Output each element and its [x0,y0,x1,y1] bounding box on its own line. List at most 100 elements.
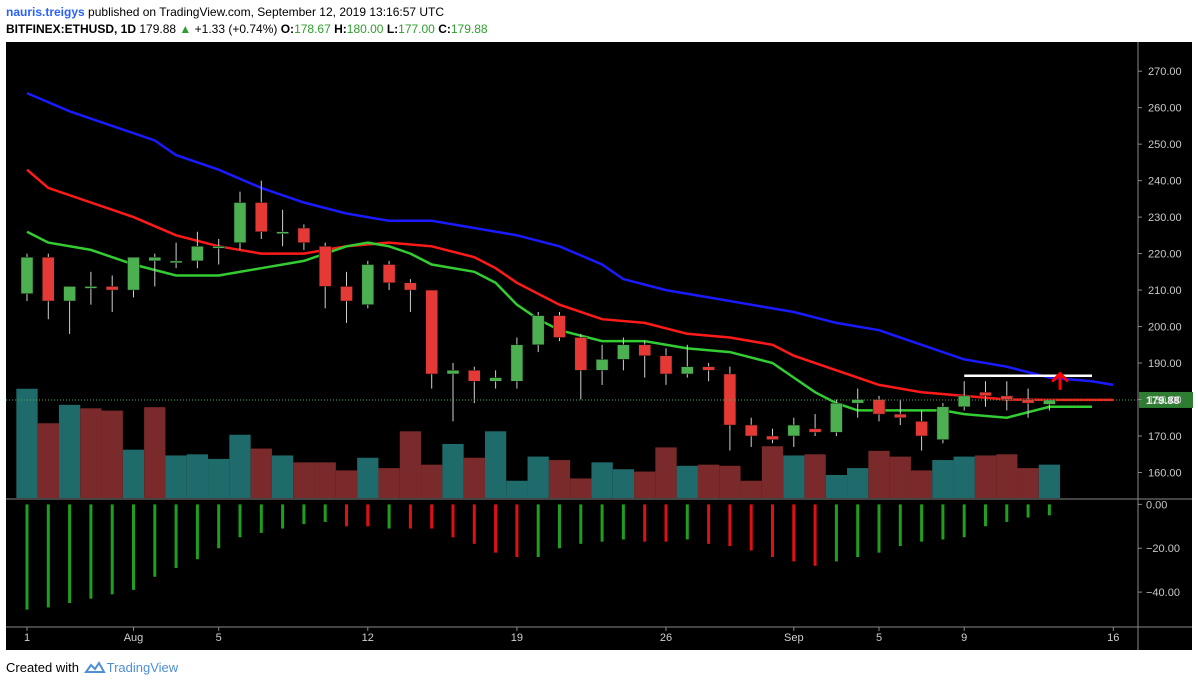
candle-body [318,246,332,287]
oscillator-bar [621,504,625,540]
time-tick-label: 5 [216,632,222,644]
price-tick-label: 200.00 [1148,322,1182,334]
volume-bar [208,458,230,498]
low-value: 177.00 [398,22,435,36]
volume-bar [16,388,38,498]
tradingview-brand[interactable]: TradingView [106,660,179,675]
oscillator-bar [25,504,29,610]
oscillator-bar [238,504,242,538]
volume-bar [37,423,59,498]
high-value: 180.00 [346,22,384,36]
volume-bar [506,480,528,498]
osc-tick-label: 0.00 [1146,499,1167,511]
candle-body [744,424,758,437]
close-label: C: [438,22,451,36]
candle-body [638,344,651,356]
oscillator-bar [259,504,263,533]
oscillator-pane [25,504,1051,610]
volume-bar [484,431,507,498]
oscillator-bar [771,504,774,558]
oscillator-bar [984,504,987,527]
candle-body [127,256,140,291]
candle-body [1021,399,1035,404]
volume-bar [58,404,81,498]
volume-bars [16,388,1061,498]
candle-body [468,370,481,382]
volume-bar [314,462,336,498]
close-value: 179.88 [450,22,488,36]
volume-bar [463,457,485,498]
price-tick-label: 240.00 [1148,176,1182,188]
open-label: O: [280,22,295,36]
volume-bar [719,465,741,498]
volume-bar [335,470,358,498]
price-tick-label: 170.00 [1148,431,1182,443]
oscillator-bar [920,504,924,542]
oscillator-bar [515,504,519,558]
oscillator-bar [558,504,561,549]
time-tick-label: 26 [660,632,672,644]
candle-body [936,406,950,440]
volume-bar [697,464,720,498]
candle-body [808,428,822,433]
oscillator-bar [728,504,732,547]
oscillator-bar [387,504,391,529]
oscillator-bar [877,504,881,553]
candle-body [42,256,55,302]
price-tick-label: 250.00 [1148,139,1182,151]
candle-body [382,264,396,284]
osc-tick-label: −20.00 [1146,543,1180,555]
volume-bar [761,446,784,498]
oscillator-bar [1047,504,1051,516]
candle-body [425,289,438,375]
volume-bar [1017,468,1039,498]
candle-body [212,246,225,249]
ma-slow-line [26,91,1114,387]
candle-body [872,399,886,415]
time-tick-label: 5 [876,632,882,644]
oscillator-bar [345,504,348,527]
volume-bar [847,468,869,498]
oscillator-bar [89,504,93,599]
oscillator-bar [451,504,455,538]
oscillator-bar [46,504,50,608]
candle-body [63,286,76,302]
volume-bar [676,465,698,498]
volume-bar [570,478,592,498]
symbol-label: BITFINEX:ETHUSD, 1D [6,22,137,36]
oscillator-bar [685,504,689,540]
time-tick-label: Sep [784,632,804,644]
oscillator-bar [494,504,498,553]
volume-bar [421,464,443,498]
price-tick-label: 220.00 [1148,249,1182,261]
candle-body [851,399,864,404]
last-price: 179.88 [139,22,177,36]
oscillator-bar [600,504,604,542]
time-tick-label: 9 [961,632,967,644]
oscillator-bar [941,504,945,540]
author-link[interactable]: nauris.treigys [6,5,85,19]
candle-body [979,391,992,397]
created-with-label: Created with [6,660,79,675]
volume-bar [740,480,762,498]
price-tick-label: 270.00 [1148,66,1182,78]
oscillator-bar [579,504,583,544]
oscillator-bar [962,504,966,538]
candle-body [148,256,162,262]
candle-body [702,366,715,371]
volume-bar [144,407,166,498]
time-tick-label: 12 [362,632,374,644]
candle-body [957,395,971,408]
price-tick-label: 230.00 [1148,212,1182,224]
oscillator-bar [408,504,412,529]
volume-bar [910,470,933,498]
axes: 270.00260.00250.00240.00230.00220.00210.… [24,66,1182,644]
candle-body [510,344,524,382]
candle-body [169,260,183,264]
candle-body [84,286,98,289]
red-up-arrow-icon [1051,371,1069,391]
publish-info: published on TradingView.com, September … [88,5,445,19]
volume-bar [399,431,422,498]
time-tick-label: 19 [511,632,523,644]
